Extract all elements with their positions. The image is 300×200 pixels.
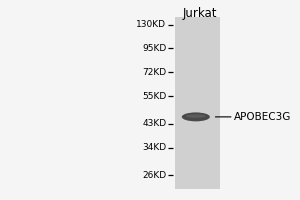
Bar — [175, 17, 220, 189]
Text: 34KD: 34KD — [142, 143, 166, 152]
Text: 26KD: 26KD — [142, 171, 166, 180]
Text: 55KD: 55KD — [142, 92, 166, 101]
Text: 130KD: 130KD — [136, 20, 166, 29]
Text: 72KD: 72KD — [142, 68, 166, 77]
Text: Jurkat: Jurkat — [183, 7, 217, 20]
Text: 95KD: 95KD — [142, 44, 166, 53]
Text: 43KD: 43KD — [142, 119, 166, 128]
Ellipse shape — [186, 114, 206, 118]
Ellipse shape — [182, 112, 210, 121]
Text: APOBEC3G: APOBEC3G — [215, 112, 291, 122]
